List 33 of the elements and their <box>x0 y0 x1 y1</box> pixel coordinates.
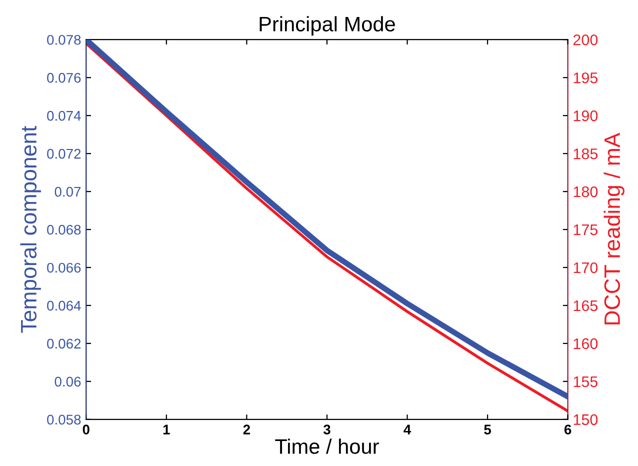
x-tick-label: 5 <box>484 424 492 434</box>
x-tick-label: 3 <box>323 424 330 434</box>
y2-tick-label: 185 <box>574 148 598 160</box>
y-tick-label: 0.058 <box>47 414 81 425</box>
y2-tick-label: 155 <box>574 376 598 388</box>
y2-tick-label: 170 <box>574 262 598 274</box>
y-tick-label: 0.072 <box>47 148 81 159</box>
y2-tick-label: 150 <box>574 414 598 426</box>
y-tick-label: 0.07 <box>54 186 81 197</box>
y-tick-label: 0.06 <box>54 376 81 387</box>
y2-tick-label: 200 <box>573 34 598 46</box>
x-tick-label: 0 <box>82 424 90 434</box>
y2-axis-title: DCCT reading / mA <box>604 132 624 324</box>
x-tick-label: 1 <box>163 424 170 434</box>
x-axis-title: Time / hour <box>275 438 379 454</box>
y2-tick-label: 195 <box>574 72 598 84</box>
y2-tick-label: 180 <box>574 186 598 198</box>
y-tick-label: 0.062 <box>47 338 81 349</box>
y-tick-label: 0.076 <box>47 72 81 83</box>
y-tick-label: 0.074 <box>47 110 81 121</box>
x-tick-label: 4 <box>404 424 412 434</box>
chart-title: Principal Mode <box>260 16 395 36</box>
y-tick-label: 0.078 <box>47 34 81 45</box>
y2-tick-label: 190 <box>574 110 598 122</box>
y-tick-label: 0.066 <box>47 262 81 273</box>
y2-tick-label: 165 <box>574 300 598 312</box>
y-axis-title: Temporal component <box>20 126 41 333</box>
y2-tick-label: 160 <box>574 338 598 350</box>
x-tick-label: 6 <box>564 424 572 434</box>
y-tick-label: 0.064 <box>47 300 81 311</box>
y-tick-label: 0.068 <box>47 224 81 235</box>
x-tick-label: 2 <box>243 424 250 434</box>
y2-tick-label: 175 <box>574 224 598 236</box>
